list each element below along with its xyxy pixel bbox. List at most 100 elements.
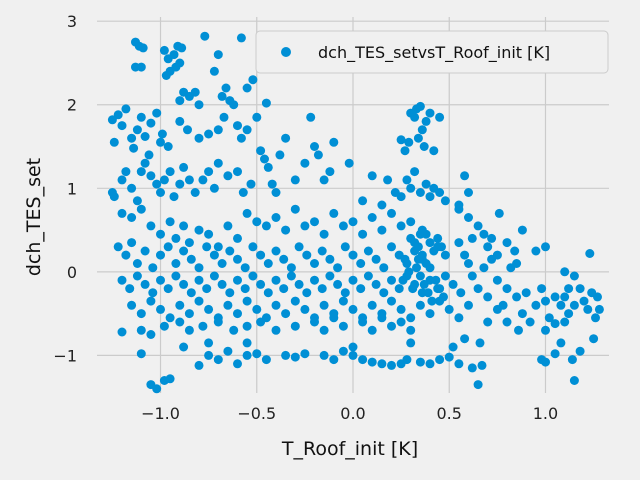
data-point	[483, 292, 493, 302]
data-point	[473, 221, 483, 231]
data-point	[550, 349, 560, 359]
data-point	[286, 263, 296, 273]
data-point	[358, 196, 368, 206]
data-point	[464, 259, 473, 268]
data-point	[396, 304, 406, 314]
data-point	[387, 275, 396, 285]
x-tick-label: 0.0	[340, 404, 365, 423]
data-point	[175, 300, 185, 310]
x-tick-labels: −1.0 −0.5 0.0 0.5 1.0	[141, 404, 558, 423]
data-point	[148, 263, 158, 273]
data-point	[213, 317, 223, 327]
data-point	[413, 242, 423, 252]
data-point	[117, 327, 127, 337]
data-point	[281, 133, 291, 143]
data-point	[136, 167, 146, 177]
data-point	[225, 246, 235, 256]
data-point	[579, 296, 589, 306]
data-point	[198, 321, 208, 331]
data-point	[477, 360, 487, 370]
data-point	[290, 296, 300, 306]
data-point	[294, 279, 304, 289]
data-point	[454, 359, 464, 369]
data-point	[125, 284, 135, 294]
data-point	[117, 275, 127, 285]
data-point	[233, 254, 242, 264]
data-point	[415, 188, 425, 197]
data-point	[550, 319, 560, 329]
data-point	[146, 330, 156, 339]
data-point	[163, 284, 173, 294]
data-point	[379, 288, 389, 298]
data-point	[263, 162, 273, 172]
data-point	[194, 133, 204, 143]
data-point	[406, 217, 416, 227]
data-point	[267, 179, 277, 189]
data-point	[213, 242, 223, 252]
data-point	[252, 349, 262, 359]
data-point	[358, 355, 368, 365]
data-point	[464, 213, 473, 222]
data-point	[406, 183, 416, 193]
data-point	[157, 129, 167, 139]
data-point	[156, 275, 165, 285]
data-point	[410, 112, 420, 122]
data-point	[567, 355, 577, 365]
data-point	[204, 338, 214, 348]
data-point	[564, 309, 574, 319]
data-point	[109, 192, 119, 202]
data-point	[281, 309, 291, 319]
data-point	[421, 229, 431, 239]
data-point	[310, 217, 319, 227]
data-point	[358, 317, 368, 327]
data-point	[204, 304, 214, 314]
data-point	[344, 158, 354, 168]
data-point	[413, 133, 423, 143]
data-point	[279, 284, 289, 294]
data-point	[202, 284, 212, 294]
data-point	[271, 188, 281, 197]
data-point	[163, 242, 173, 252]
data-point	[492, 304, 502, 314]
data-point	[537, 284, 547, 294]
data-point	[473, 380, 483, 390]
data-point	[217, 259, 227, 268]
data-point	[556, 300, 566, 310]
data-point	[310, 259, 319, 268]
data-point	[156, 304, 165, 314]
data-point	[419, 142, 429, 151]
data-point	[213, 125, 223, 135]
data-point	[467, 233, 477, 243]
data-point	[271, 325, 281, 335]
data-point	[387, 242, 396, 252]
data-point	[317, 284, 327, 294]
data-point	[406, 325, 416, 335]
data-point	[248, 75, 258, 85]
data-point	[209, 183, 219, 193]
legend-marker	[281, 47, 291, 57]
data-point	[440, 196, 450, 206]
data-point	[319, 300, 329, 310]
data-point	[194, 225, 204, 235]
data-point	[425, 359, 435, 369]
data-point	[290, 321, 300, 331]
data-point	[383, 175, 393, 185]
data-point	[152, 384, 162, 394]
data-point	[367, 213, 377, 222]
data-point	[171, 233, 181, 243]
data-point	[531, 300, 541, 310]
data-point	[338, 296, 348, 306]
data-point	[132, 259, 142, 268]
data-point	[219, 112, 229, 122]
data-point	[400, 146, 410, 156]
data-point	[398, 275, 408, 285]
data-point	[575, 284, 585, 294]
data-point	[313, 150, 323, 160]
data-point	[367, 171, 377, 181]
data-point	[333, 279, 343, 289]
data-point	[223, 171, 233, 181]
data-point	[460, 334, 470, 344]
x-axis-label: T_Roof_init [K]	[281, 438, 418, 460]
data-point	[190, 87, 200, 97]
